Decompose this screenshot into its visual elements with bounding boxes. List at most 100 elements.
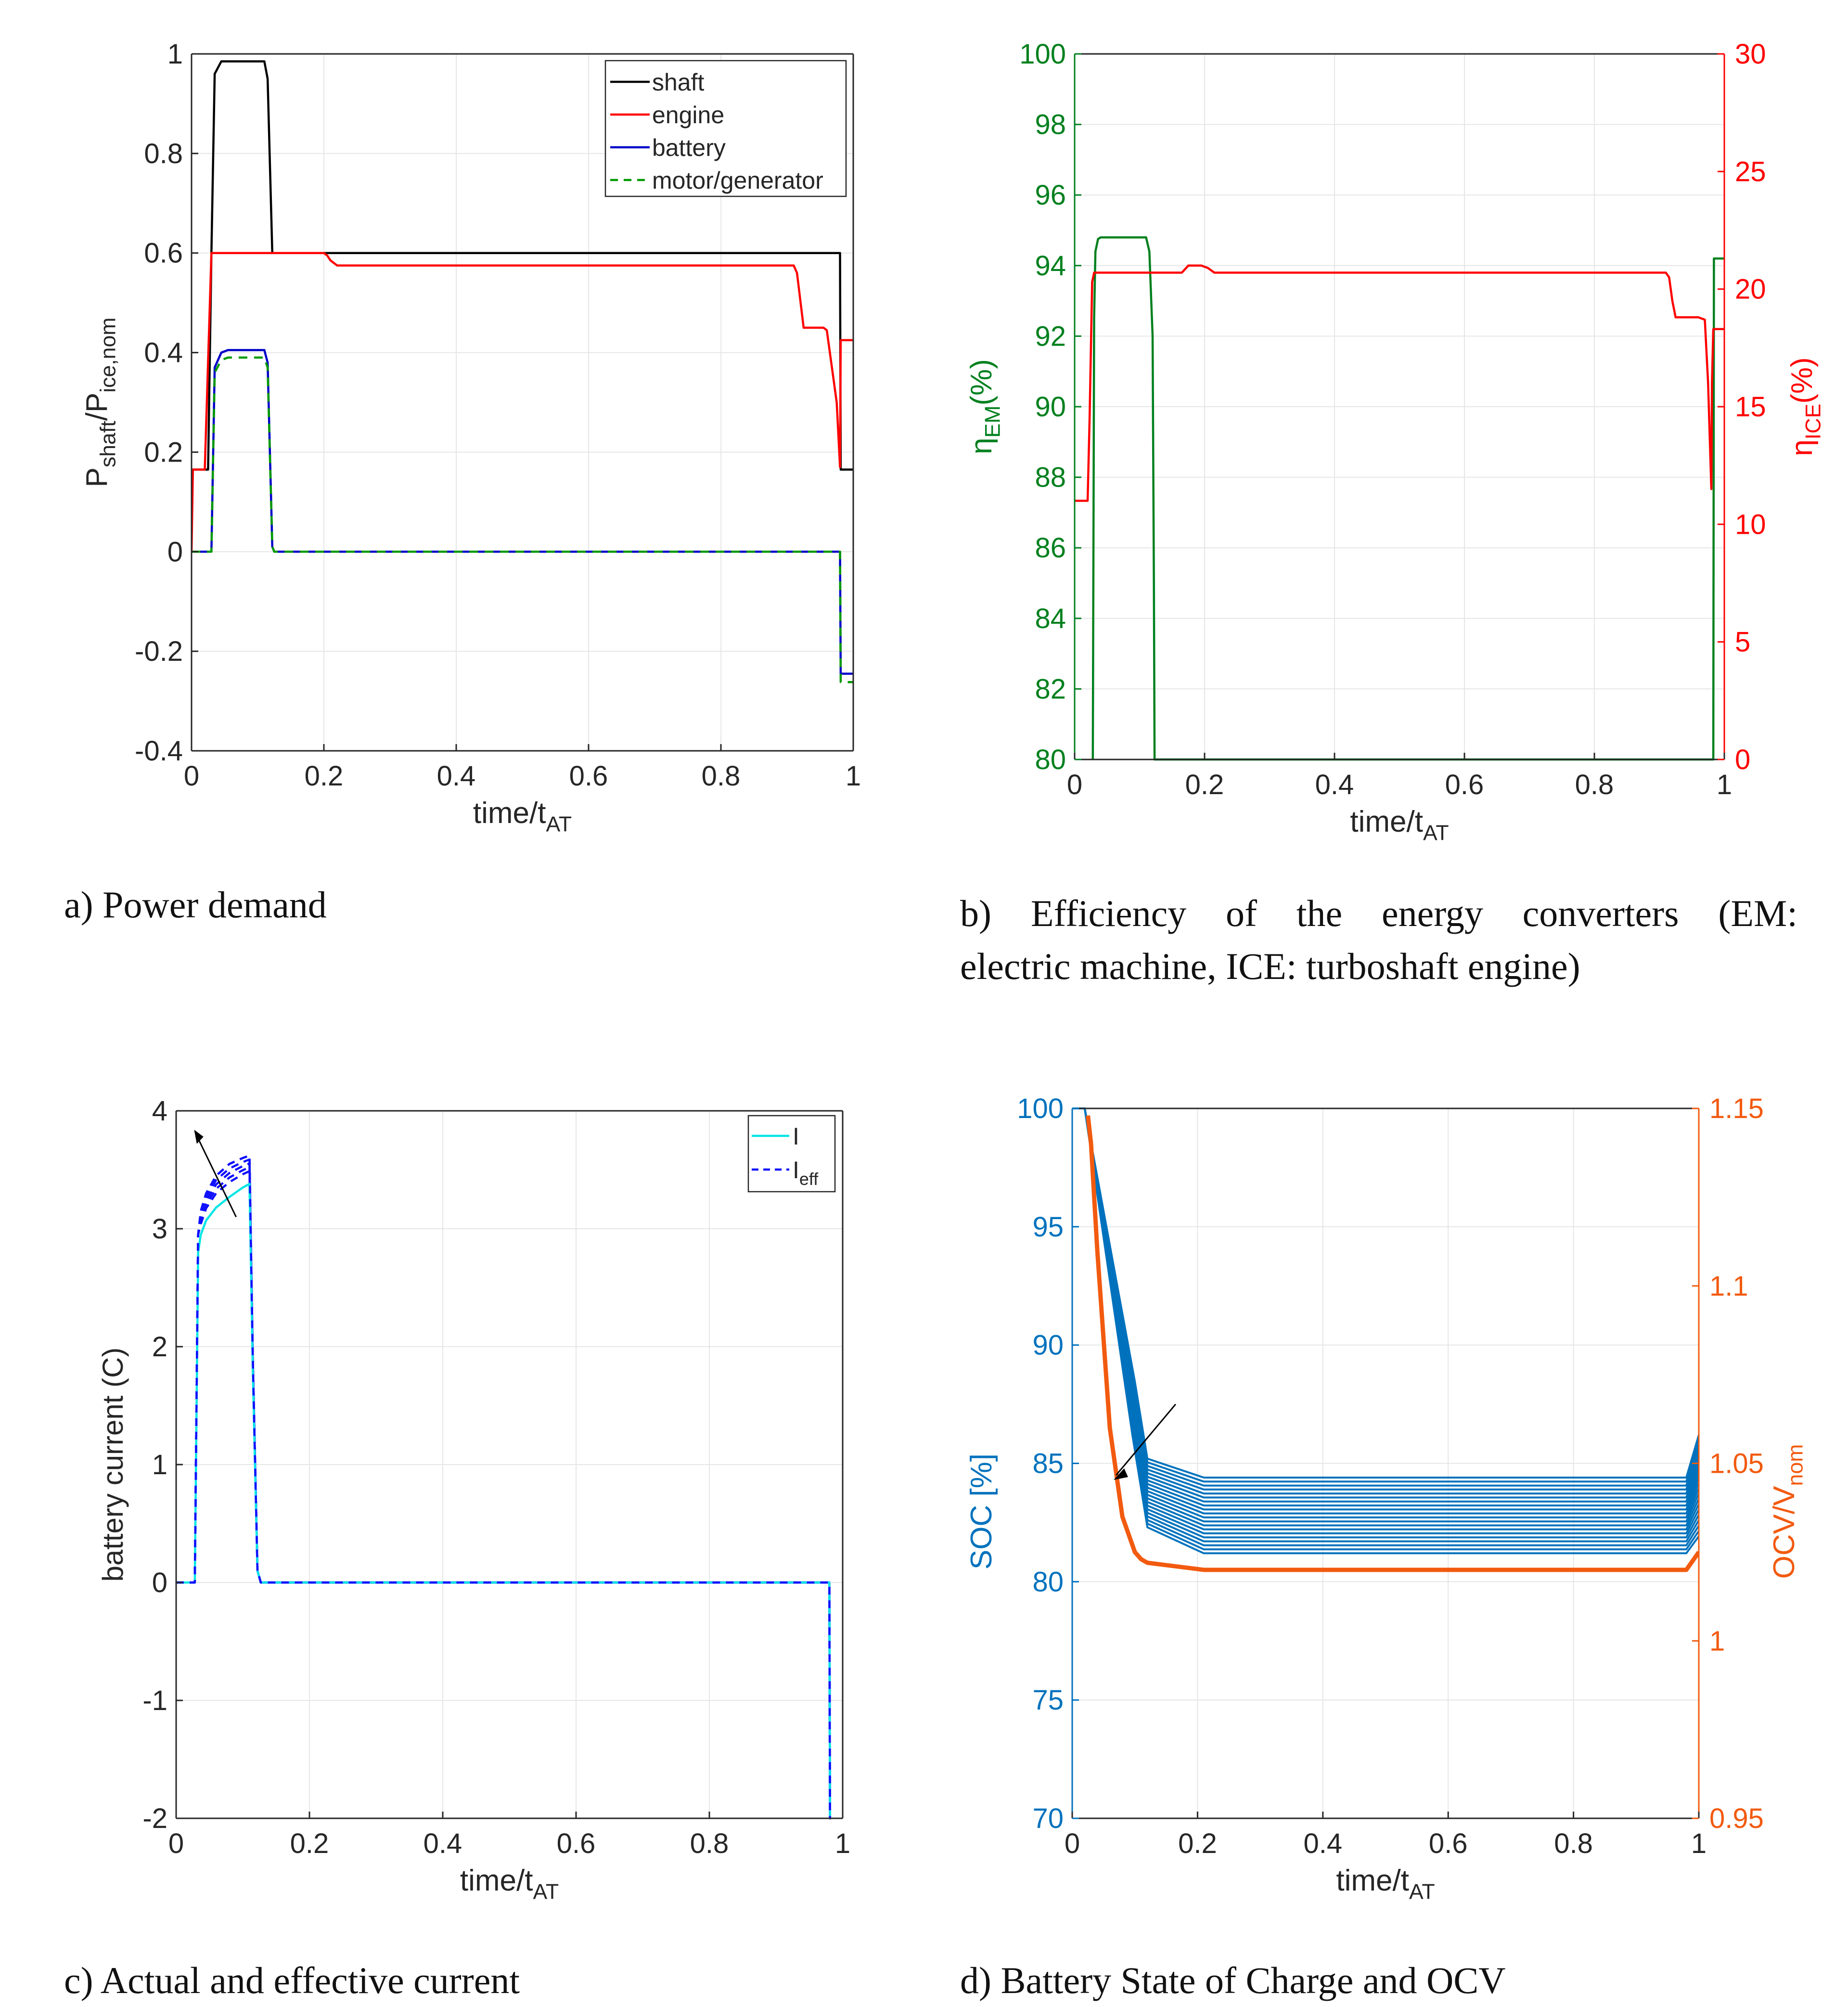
- soc-line: [1072, 1107, 1699, 1527]
- x-axis-label: time/tAT: [460, 1864, 559, 1904]
- x-tick-label: 0.4: [437, 760, 476, 792]
- y-right-tick-label: 0: [1735, 744, 1750, 775]
- soc-line: [1072, 1107, 1699, 1511]
- legend-label-part: eff: [799, 1169, 819, 1189]
- y-tick-label: 0: [167, 536, 183, 567]
- y-right-tick-label: 0.95: [1709, 1803, 1764, 1834]
- x-axis-label-part: AT: [1409, 1880, 1435, 1904]
- y-left-tick-label: 100: [1019, 39, 1066, 70]
- x-axis-label-part: AT: [1423, 821, 1449, 845]
- y-right-axis-label-part: ICE: [1801, 404, 1825, 439]
- y-right-tick-label: 20: [1735, 274, 1766, 305]
- soc-line: [1072, 1107, 1699, 1487]
- y-tick-label: -2: [142, 1803, 167, 1834]
- y-left-axis-label-part: (%): [965, 359, 998, 405]
- y-axis-label: Pshaft/Pice,nom: [80, 318, 120, 488]
- soc-line: [1072, 1107, 1699, 1515]
- y-right-tick-label: 1.1: [1709, 1271, 1748, 1302]
- y-right-tick-label: 15: [1735, 391, 1766, 423]
- x-tick-label: 0.4: [424, 1828, 462, 1859]
- trend-arrow-head: [194, 1130, 204, 1144]
- y-axis-label-part: /P: [80, 393, 114, 421]
- y-tick-label: -1: [142, 1685, 167, 1716]
- caption-d: d) Battery State of Charge and OCV: [960, 1959, 1506, 2001]
- legend-label: engine: [652, 102, 724, 129]
- soc-line: [1072, 1107, 1699, 1503]
- ieff-line: [176, 1170, 831, 1820]
- trend-arrow-head: [1113, 1468, 1128, 1480]
- y-tick-label: 2: [152, 1331, 167, 1363]
- soc-line: [1072, 1107, 1699, 1506]
- y-left-tick-label: 94: [1035, 250, 1066, 282]
- battery-line: [192, 349, 853, 675]
- y-right-tick-label: 25: [1735, 156, 1766, 187]
- x-tick-label: 1: [1717, 769, 1732, 800]
- caption-a: a) Power demand: [64, 884, 327, 926]
- y-axis-label: battery current (C): [97, 1348, 129, 1582]
- panel-c-battery-current: 0 0.2 0.4 0.6 0.8 1 time/tAT -2 -1 0 1 2 3 4 battery c…: [97, 1095, 850, 1904]
- y-left-tick-label: 95: [1032, 1211, 1064, 1243]
- ice-efficiency-line: [1075, 264, 1724, 502]
- y-right-tick-label: 5: [1735, 627, 1750, 658]
- y-left-tick-label: 90: [1035, 391, 1066, 423]
- x-axis-label: time/tAT: [1336, 1864, 1435, 1904]
- soc-line: [1072, 1107, 1699, 1523]
- x-axis-label-part: time/t: [1350, 805, 1423, 838]
- y-left-tick-label: 96: [1035, 180, 1066, 211]
- panel-a-power-demand: 0 0.2 0.4 0.6 0.8 1 time/tAT -0.4 -0.2 0 0.2 0.4 0.6…: [80, 39, 861, 836]
- y-right-axis-label: OCV/Vnom: [1768, 1444, 1807, 1579]
- y-left-tick-label: 75: [1032, 1685, 1064, 1716]
- y-left-tick-label: 80: [1032, 1566, 1064, 1597]
- legend-label-part: I: [793, 1123, 799, 1150]
- i-line: [176, 1183, 831, 1820]
- x-tick-label: 0.6: [1429, 1828, 1468, 1859]
- y-axis-label-part: ice,nom: [96, 318, 120, 393]
- soc-line: [1072, 1107, 1699, 1531]
- x-tick-label: 1: [1691, 1828, 1707, 1859]
- y-left-tick-label: 84: [1035, 603, 1066, 634]
- trend-arrow-line: [195, 1134, 237, 1218]
- legend-label: battery: [652, 134, 726, 161]
- caption-c: c) Actual and effective current: [64, 1959, 520, 2001]
- y-left-tick-label: 70: [1032, 1803, 1064, 1834]
- soc-line: [1072, 1107, 1699, 1495]
- x-tick-label: 0.4: [1303, 1828, 1342, 1859]
- y-left-tick-label: 86: [1035, 532, 1066, 564]
- soc-line: [1072, 1107, 1699, 1518]
- x-tick-label: 0.8: [1554, 1828, 1593, 1859]
- y-left-tick-label: 100: [1017, 1093, 1064, 1124]
- soc-line: [1072, 1107, 1699, 1491]
- y-right-tick-label: 1.15: [1709, 1093, 1764, 1124]
- x-tick-label: 1: [846, 760, 861, 792]
- y-tick-label: 4: [152, 1095, 167, 1127]
- y-right-tick-label: 1.05: [1709, 1448, 1764, 1480]
- y-tick-label: 0.2: [144, 437, 183, 468]
- y-right-tick-label: 10: [1735, 509, 1766, 540]
- y-tick-label: 1: [152, 1449, 167, 1480]
- soc-line: [1072, 1107, 1699, 1499]
- plot-area: [1072, 1107, 1699, 1572]
- legend-label: I: [793, 1123, 799, 1150]
- ieff-line: [176, 1154, 831, 1820]
- legend-label: shaft: [652, 69, 705, 96]
- x-tick-label: 0.6: [557, 1828, 596, 1859]
- ieff-line: [176, 1162, 831, 1820]
- y-tick-label: -0.4: [135, 735, 183, 767]
- y-right-axis-label-part: (%): [1785, 357, 1819, 403]
- panel-b-efficiency: 0 0.2 0.4 0.6 0.8 1 time/tAT 80 82 84 86 88 90 92 94 96…: [965, 39, 1825, 845]
- y-axis-label-part: P: [80, 467, 114, 487]
- y-right-axis-label-part: nom: [1784, 1444, 1807, 1486]
- x-tick-label: 0.2: [290, 1828, 329, 1859]
- x-axis-label-part: time/t: [1336, 1864, 1409, 1897]
- x-tick-label: 0.6: [569, 760, 608, 792]
- x-tick-label: 0.8: [690, 1828, 729, 1859]
- x-tick-label: 0: [1065, 1828, 1080, 1859]
- y-tick-label: 0.4: [144, 337, 183, 369]
- y-right-tick-label: 1: [1709, 1625, 1725, 1657]
- soc-line: [1072, 1107, 1699, 1483]
- x-tick-label: 0: [184, 760, 199, 792]
- y-left-tick-label: 92: [1035, 321, 1066, 352]
- ieff-line: [176, 1158, 831, 1820]
